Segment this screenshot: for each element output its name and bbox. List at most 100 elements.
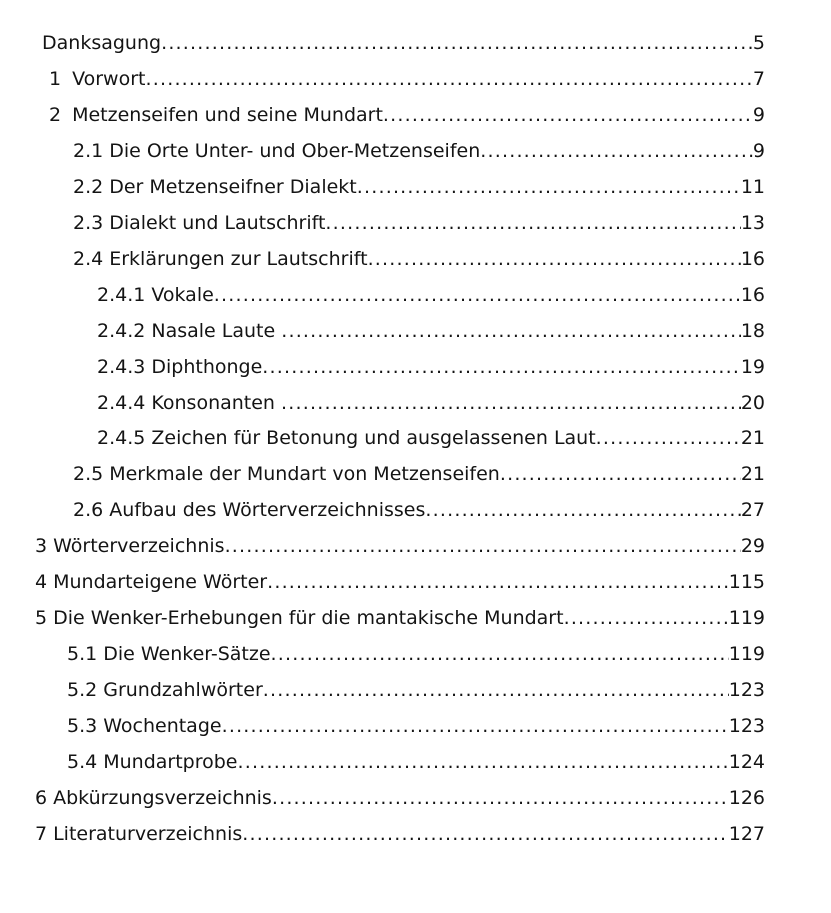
toc-entry-number: 2.4.1 bbox=[97, 283, 146, 306]
dot-leader bbox=[500, 457, 741, 493]
toc-entry-page: 123 bbox=[728, 715, 765, 738]
toc-entry-title: Metzenseifen und seine Mundart bbox=[72, 103, 383, 126]
dot-leader bbox=[161, 26, 753, 62]
toc-entry-page: 123 bbox=[728, 679, 765, 702]
toc-entry-title: Wörterverzeichnis bbox=[53, 535, 225, 558]
toc-entry-title: Zeichen für Betonung und ausgelassenen L… bbox=[151, 427, 596, 450]
toc-entry-number: 6 bbox=[35, 787, 48, 810]
dot-leader bbox=[225, 529, 741, 565]
toc-entry-number: 2.4.3 bbox=[97, 355, 146, 378]
toc-entry: 2.4.4 Konsonanten 20 bbox=[0, 386, 765, 422]
dot-leader bbox=[262, 350, 741, 386]
toc-entry: 2.3 Dialekt und Lautschrift 13 bbox=[0, 206, 765, 242]
toc-entry-number: 1 bbox=[49, 67, 62, 90]
dot-leader bbox=[222, 709, 729, 745]
toc-entry-title: Wochentage bbox=[103, 715, 222, 738]
toc-entry-title: Erklärungen zur Lautschrift bbox=[109, 247, 368, 270]
toc-entry-page: 127 bbox=[728, 822, 765, 845]
toc-entry-number: 2.4.2 bbox=[97, 319, 146, 342]
dot-leader bbox=[596, 421, 741, 457]
toc-entry: 5.4 Mundartprobe 124 bbox=[0, 745, 765, 781]
toc-entry-title: Merkmale der Mundart von Metzenseifen bbox=[109, 463, 500, 486]
table-of-contents: Danksagung 5 1 Vorwort 7 2 Metzenseifen … bbox=[0, 0, 831, 853]
dot-leader bbox=[425, 493, 740, 529]
dot-leader bbox=[272, 781, 729, 817]
toc-entry-page: 119 bbox=[728, 607, 765, 630]
toc-entry-title: Nasale Laute bbox=[151, 319, 282, 342]
toc-entry-number: 2.4.4 bbox=[97, 391, 146, 414]
toc-entry-number: 5.1 bbox=[67, 643, 98, 666]
dot-leader bbox=[480, 134, 753, 170]
toc-entry-number: 2.4.5 bbox=[97, 427, 146, 450]
dot-leader bbox=[564, 601, 729, 637]
dot-leader bbox=[271, 637, 729, 673]
toc-entry-number: 2.1 bbox=[73, 139, 104, 162]
toc-entry-number: 3 bbox=[35, 535, 48, 558]
dot-leader bbox=[214, 278, 741, 314]
toc-entry-title: Diphthonge bbox=[151, 355, 263, 378]
toc-entry-number: 2.2 bbox=[73, 175, 104, 198]
dot-leader bbox=[325, 206, 740, 242]
toc-entry-title: Dialekt und Lautschrift bbox=[109, 211, 326, 234]
toc-entry-page: 115 bbox=[728, 571, 765, 594]
toc-entry-page: 5 bbox=[752, 32, 765, 54]
dot-leader bbox=[242, 817, 728, 853]
toc-entry-number: 2.3 bbox=[73, 211, 104, 234]
toc-entry-page: 27 bbox=[740, 499, 765, 522]
dot-leader bbox=[368, 242, 741, 278]
toc-entry: 5.1 Die Wenker-Sätze 119 bbox=[0, 637, 765, 673]
dot-leader bbox=[281, 314, 741, 350]
dot-leader bbox=[263, 673, 729, 709]
toc-entry-page: 126 bbox=[728, 787, 765, 810]
toc-entry-page: 119 bbox=[728, 643, 765, 666]
toc-entry-page: 18 bbox=[740, 319, 765, 342]
toc-entry: 2.4.5 Zeichen für Betonung und ausgelass… bbox=[0, 421, 765, 457]
toc-entry: 2.1 Die Orte Unter- und Ober-Metzenseife… bbox=[0, 134, 765, 170]
toc-entry: 5 Die Wenker-Erhebungen für die mantakis… bbox=[0, 601, 765, 637]
toc-entry-title: Danksagung bbox=[42, 32, 162, 54]
toc-entry-page: 124 bbox=[728, 751, 765, 774]
toc-entry-title: Die Wenker-Erhebungen für die mantakisch… bbox=[53, 607, 564, 630]
toc-entry: 2.4.1 Vokale 16 bbox=[0, 278, 765, 314]
toc-entry: 5.3 Wochentage 123 bbox=[0, 709, 765, 745]
toc-entry-number: 7 bbox=[35, 822, 48, 845]
toc-entry-title: Konsonanten bbox=[151, 391, 282, 414]
dot-leader bbox=[267, 565, 729, 601]
dot-leader bbox=[281, 386, 741, 422]
toc-entry-number: 2.5 bbox=[73, 463, 104, 486]
toc-entry-number: 5.3 bbox=[67, 715, 98, 738]
toc-entry-page: 29 bbox=[740, 535, 765, 558]
toc-entry: 6 Abkürzungsverzeichnis 126 bbox=[0, 781, 765, 817]
toc-entry-page: 11 bbox=[740, 175, 765, 198]
toc-entry-title: Grundzahlwörter bbox=[103, 679, 263, 702]
toc-entry: 7 Literaturverzeichnis 127 bbox=[0, 817, 765, 853]
toc-entry-page: 21 bbox=[740, 463, 765, 486]
toc-entry-title: Der Metzenseifner Dialekt bbox=[109, 175, 357, 198]
toc-entry-title: Die Orte Unter- und Ober-Metzenseifen bbox=[109, 139, 481, 162]
toc-entry: 3 Wörterverzeichnis 29 bbox=[0, 529, 765, 565]
toc-entry-page: 21 bbox=[740, 427, 765, 450]
toc-entry: 5.2 Grundzahlwörter 123 bbox=[0, 673, 765, 709]
toc-entry: 2 Metzenseifen und seine Mundart 9 bbox=[0, 98, 765, 134]
toc-entry-title: Literaturverzeichnis bbox=[53, 822, 243, 845]
toc-entry-number: 2 bbox=[49, 103, 62, 126]
dot-leader bbox=[145, 62, 752, 98]
toc-entry: Danksagung 5 bbox=[0, 26, 765, 62]
toc-entry-title: Vorwort bbox=[72, 67, 146, 90]
toc-entry-number: 4 bbox=[35, 571, 48, 594]
toc-entry: 1 Vorwort 7 bbox=[0, 62, 765, 98]
toc-entry-number: 5.2 bbox=[67, 679, 98, 702]
toc-entry-number: 2.6 bbox=[73, 499, 104, 522]
toc-entry-title: Die Wenker-Sätze bbox=[103, 643, 271, 666]
dot-leader bbox=[238, 745, 729, 781]
dot-leader bbox=[357, 170, 741, 206]
toc-entry-title: Abkürzungsverzeichnis bbox=[53, 787, 272, 810]
toc-entry-page: 16 bbox=[740, 283, 765, 306]
toc-entry-number: 2.4 bbox=[73, 247, 104, 270]
toc-entry-page: 9 bbox=[752, 139, 765, 162]
dot-leader bbox=[383, 98, 753, 134]
toc-entry: 2.5 Merkmale der Mundart von Metzenseife… bbox=[0, 457, 765, 493]
toc-entry: 4 Mundarteigene Wörter 115 bbox=[0, 565, 765, 601]
toc-entry-page: 19 bbox=[740, 355, 765, 378]
toc-entry: 2.4.2 Nasale Laute 18 bbox=[0, 314, 765, 350]
